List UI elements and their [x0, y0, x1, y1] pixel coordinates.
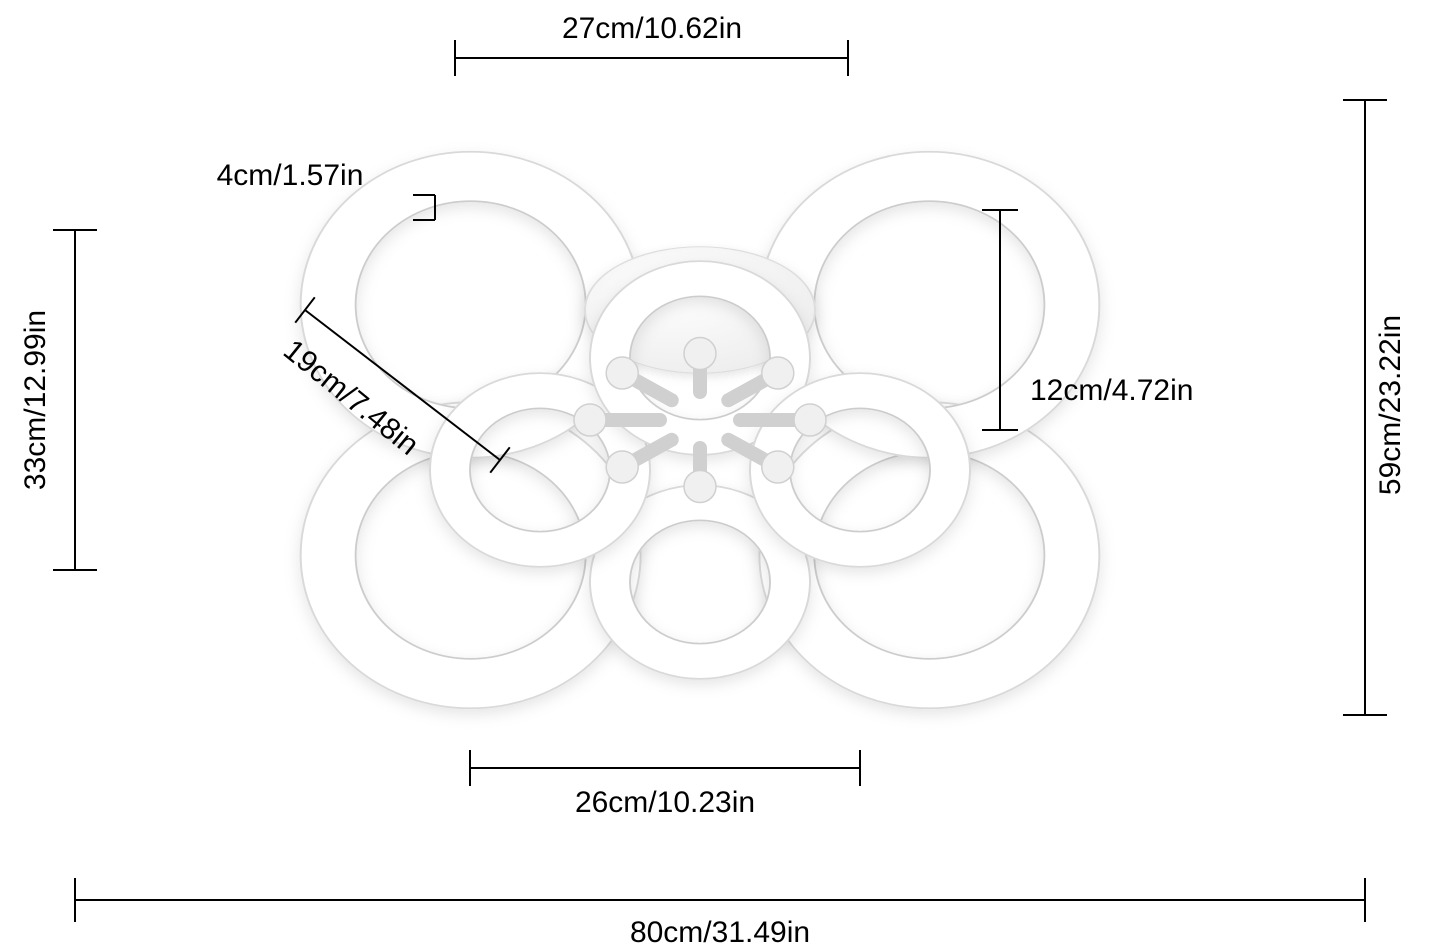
dimension-label: 26cm/10.23in — [575, 786, 755, 819]
dimension-label: 27cm/10.62in — [562, 12, 742, 45]
product-illustration — [301, 152, 1100, 709]
dimension-label: 80cm/31.49in — [630, 916, 810, 947]
dimension-diagram: 27cm/10.62in4cm/1.57in19cm/7.48in33cm/12… — [0, 0, 1450, 947]
dimension-label: 12cm/4.72in — [1030, 374, 1193, 407]
dimension-label: 4cm/1.57in — [217, 159, 364, 192]
dimension-label: 59cm/23.22in — [1374, 315, 1407, 495]
dimension-label: 33cm/12.99in — [19, 310, 52, 490]
